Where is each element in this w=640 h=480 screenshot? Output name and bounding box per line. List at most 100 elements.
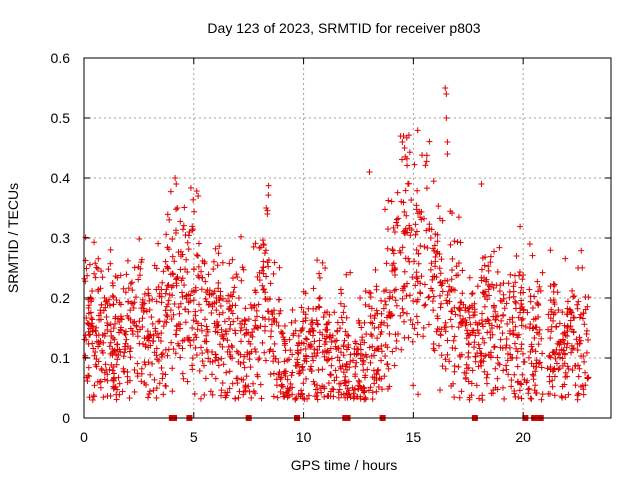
data-point <box>500 280 507 287</box>
data-point <box>559 383 566 390</box>
data-point <box>546 373 553 380</box>
data-point <box>90 393 97 400</box>
data-point <box>313 392 320 399</box>
data-point <box>252 317 259 324</box>
data-point <box>559 362 566 369</box>
data-point <box>382 341 389 348</box>
x-tick-label: 10 <box>296 429 312 445</box>
data-point <box>153 345 160 352</box>
data-point <box>234 380 241 387</box>
data-point <box>193 188 200 195</box>
data-point <box>420 324 427 331</box>
data-point <box>565 391 572 398</box>
data-point <box>509 314 516 321</box>
data-point <box>510 331 517 338</box>
data-point <box>514 332 521 339</box>
data-point <box>488 322 495 329</box>
data-point <box>345 341 352 348</box>
data-point <box>374 335 381 342</box>
data-point <box>384 226 391 233</box>
data-point <box>375 346 382 353</box>
data-point <box>247 340 254 347</box>
data-point <box>82 257 89 264</box>
data-point <box>314 320 321 327</box>
data-point <box>164 313 171 320</box>
data-point <box>570 314 577 321</box>
data-point <box>357 395 364 402</box>
data-point <box>183 256 190 263</box>
data-point <box>263 273 270 280</box>
data-point <box>259 339 266 346</box>
data-point <box>529 371 536 378</box>
data-point <box>254 373 261 380</box>
data-point <box>443 115 450 121</box>
data-point <box>406 292 413 299</box>
data-point <box>184 378 191 385</box>
y-tick-label: 0.1 <box>51 350 71 366</box>
data-point <box>536 326 543 333</box>
data-point <box>392 297 399 304</box>
data-point <box>239 264 246 271</box>
data-point <box>245 383 252 390</box>
data-point <box>203 338 210 345</box>
data-point <box>219 380 226 387</box>
data-point <box>316 274 323 281</box>
data-point <box>549 377 556 384</box>
data-point <box>227 291 234 298</box>
data-point <box>172 350 179 357</box>
data-point <box>401 318 408 325</box>
data-point <box>257 381 264 388</box>
data-point <box>310 378 317 385</box>
data-point <box>199 274 206 281</box>
data-point <box>571 314 578 321</box>
data-point <box>417 214 424 221</box>
data-point <box>117 301 124 308</box>
data-point <box>431 247 438 254</box>
data-point <box>261 286 268 293</box>
data-point <box>183 293 190 300</box>
data-point <box>465 378 472 385</box>
data-point <box>511 340 518 347</box>
data-point <box>475 330 482 337</box>
data-point <box>378 348 385 355</box>
data-point <box>102 304 109 311</box>
data-point <box>363 331 370 338</box>
data-point <box>347 358 354 365</box>
y-axis-label: SRMTID / TECUs <box>5 183 21 293</box>
data-point <box>582 369 589 376</box>
data-point <box>578 247 585 254</box>
data-point <box>439 363 446 370</box>
data-point <box>241 364 248 371</box>
data-point <box>234 315 241 322</box>
data-point <box>234 274 241 281</box>
data-point <box>295 332 302 339</box>
data-point <box>414 187 421 194</box>
data-point <box>240 359 247 366</box>
data-point <box>442 328 449 335</box>
data-point <box>165 282 172 289</box>
data-point <box>389 262 396 269</box>
data-point <box>122 289 129 296</box>
data-point <box>124 298 131 305</box>
data-point <box>199 358 206 365</box>
data-point <box>171 300 178 307</box>
data-point <box>433 274 440 281</box>
data-point <box>218 355 225 362</box>
data-point <box>479 335 486 342</box>
data-point <box>340 390 347 397</box>
data-point <box>564 332 571 339</box>
data-point <box>457 320 464 327</box>
data-point <box>276 310 283 317</box>
data-point <box>382 206 389 213</box>
data-point <box>240 391 247 398</box>
data-point <box>225 315 232 322</box>
data-point <box>117 272 124 279</box>
data-point <box>472 358 479 365</box>
data-point <box>104 320 111 327</box>
data-point <box>177 218 184 225</box>
data-point <box>246 388 253 395</box>
data-point <box>282 347 289 354</box>
data-point <box>111 374 118 381</box>
data-point <box>399 295 406 302</box>
data-point <box>292 396 299 403</box>
